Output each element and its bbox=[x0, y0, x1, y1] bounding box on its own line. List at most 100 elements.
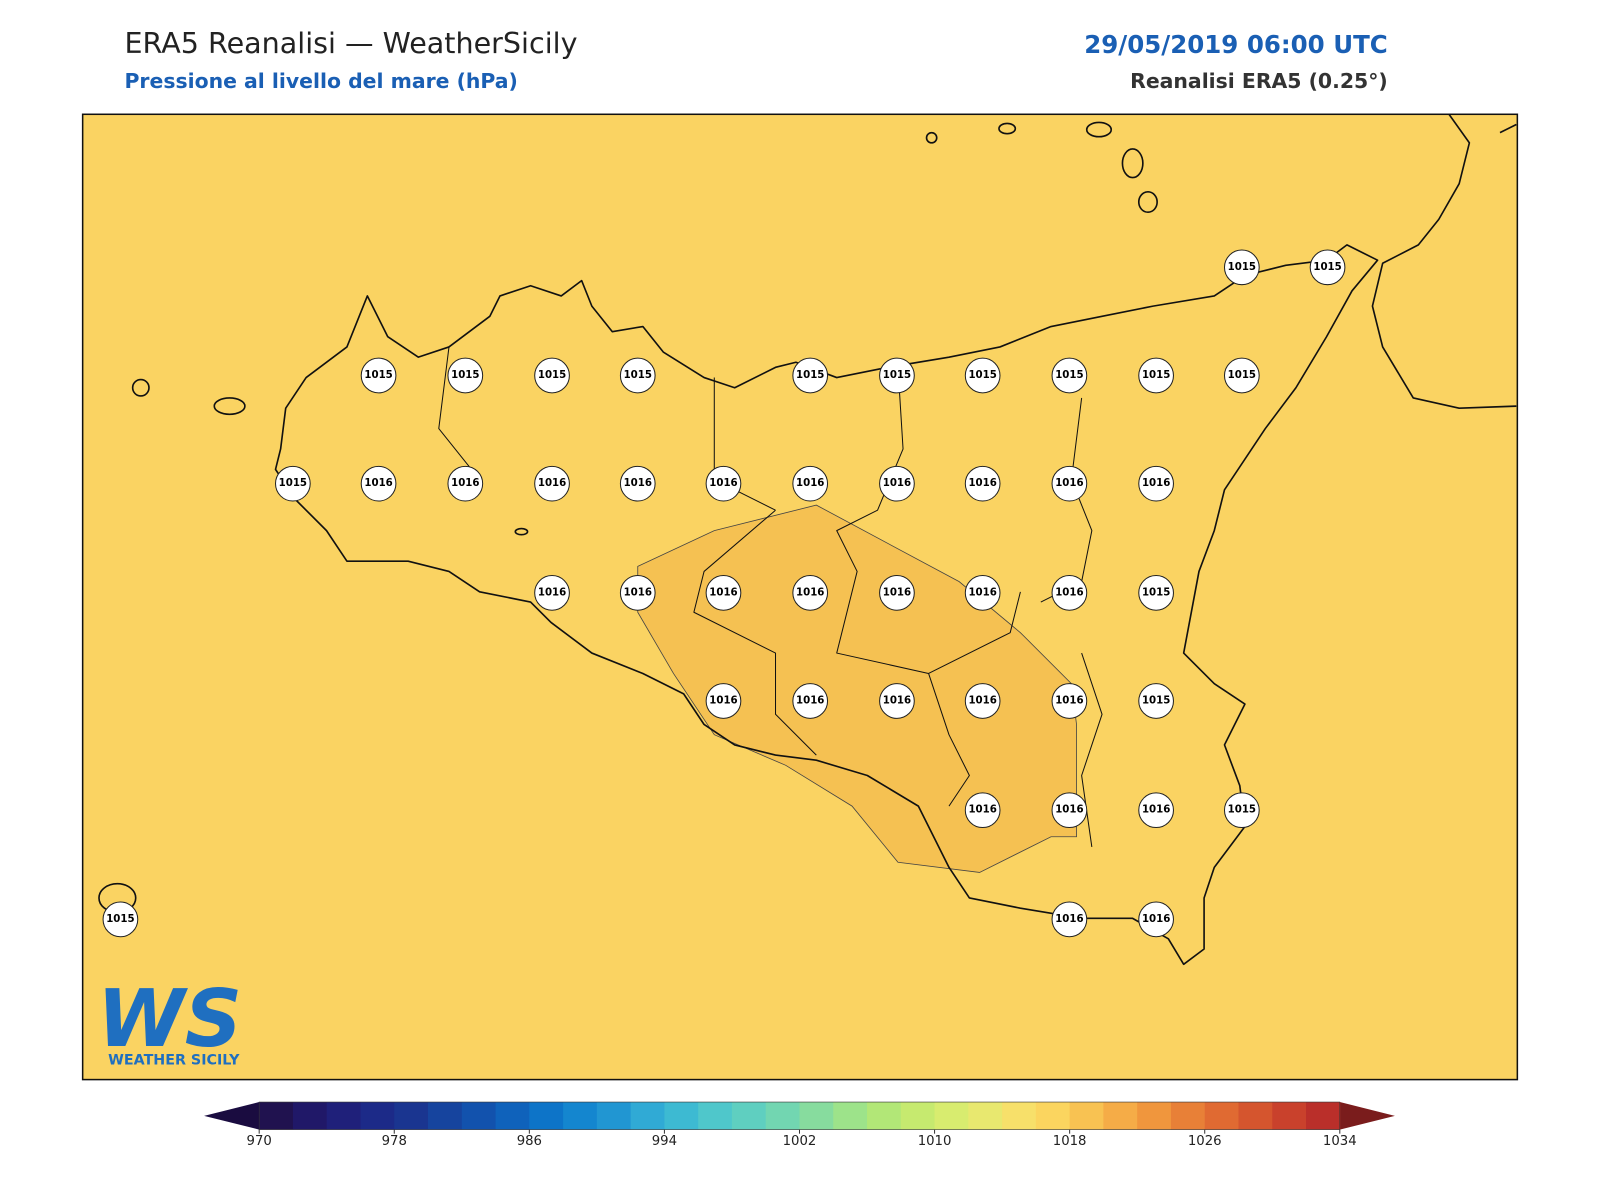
station-label: 1016 bbox=[1142, 805, 1170, 816]
station-label: 1015 bbox=[968, 370, 996, 381]
station-marker bbox=[360, 465, 397, 502]
station-label: 1016 bbox=[364, 478, 392, 489]
station-marker bbox=[1138, 792, 1174, 829]
station-label: 1015 bbox=[1142, 587, 1170, 598]
colorbar-tick-label: 1026 bbox=[1188, 1134, 1222, 1149]
station-marker bbox=[705, 575, 742, 611]
colorbar-cell bbox=[731, 1102, 767, 1130]
islands bbox=[98, 121, 1158, 914]
colorbar-cell bbox=[630, 1102, 665, 1130]
station-marker bbox=[360, 357, 397, 394]
station-label: 1015 bbox=[1313, 262, 1341, 273]
station-marker bbox=[1309, 249, 1346, 286]
station-label: 1016 bbox=[796, 587, 824, 598]
station-marker bbox=[879, 357, 915, 394]
station-label: 1016 bbox=[1055, 587, 1083, 598]
colorbar-tick-label: 994 bbox=[652, 1134, 677, 1149]
station-marker bbox=[964, 465, 1001, 502]
station-label: 1016 bbox=[624, 478, 652, 489]
station-label: 1015 bbox=[1142, 696, 1170, 707]
colorbar-cell bbox=[360, 1102, 395, 1130]
colorbar-cell bbox=[867, 1102, 902, 1130]
station-marker bbox=[534, 575, 570, 611]
colorbar-cell bbox=[900, 1102, 936, 1130]
colorbar-cell bbox=[596, 1102, 632, 1130]
station-marker bbox=[1138, 901, 1174, 938]
station-marker bbox=[705, 465, 742, 502]
colorbar-tick-label: 970 bbox=[247, 1134, 272, 1149]
station-label: 1016 bbox=[451, 478, 479, 489]
station-label: 1016 bbox=[1055, 696, 1083, 707]
station-label: 1015 bbox=[796, 370, 824, 381]
station-label: 1016 bbox=[538, 478, 566, 489]
colorbar-cell bbox=[934, 1102, 969, 1130]
station-marker bbox=[792, 465, 829, 502]
colorbar-cell bbox=[259, 1102, 294, 1130]
colorbar-cell bbox=[1035, 1102, 1071, 1130]
colorbar-cell bbox=[461, 1102, 497, 1130]
station-label: 1015 bbox=[364, 370, 392, 381]
station-marker bbox=[792, 357, 829, 394]
station-marker bbox=[964, 683, 1001, 719]
station-marker bbox=[619, 357, 656, 394]
colorbar-under bbox=[204, 1102, 260, 1130]
station-marker bbox=[275, 465, 311, 502]
logo: WS WEATHER SICILY bbox=[97, 972, 242, 1068]
stations: 1015 1015 1015 1015 1015 1015 1015 1015 1015 1015… bbox=[102, 249, 1346, 938]
colorbar-cell bbox=[1137, 1102, 1172, 1130]
colorbar-cell bbox=[326, 1102, 362, 1130]
colorbar-cell bbox=[698, 1102, 733, 1130]
colorbar-cell bbox=[1272, 1102, 1307, 1130]
station-label: 1016 bbox=[1055, 805, 1083, 816]
colorbar-tick-label: 1018 bbox=[1053, 1134, 1087, 1149]
station-label: 1016 bbox=[624, 587, 652, 598]
station-marker bbox=[1051, 901, 1088, 938]
station-marker bbox=[1051, 575, 1088, 611]
station-marker bbox=[534, 465, 570, 502]
station-label: 1016 bbox=[709, 587, 737, 598]
station-label: 1016 bbox=[1142, 914, 1170, 925]
station-marker bbox=[964, 575, 1001, 611]
logo-mark: WS bbox=[97, 972, 242, 1065]
station-marker bbox=[1223, 357, 1260, 394]
colorbar-tick-label: 978 bbox=[382, 1134, 407, 1149]
station-marker bbox=[792, 683, 829, 719]
station-marker bbox=[1223, 792, 1260, 829]
station-marker bbox=[1138, 683, 1174, 719]
station-label: 1015 bbox=[106, 914, 134, 925]
station-label: 1015 bbox=[1228, 805, 1256, 816]
station-marker bbox=[964, 357, 1001, 394]
sicily-coast bbox=[274, 244, 1379, 966]
station-label: 1016 bbox=[709, 696, 737, 707]
station-label: 1016 bbox=[538, 587, 566, 598]
station-marker bbox=[534, 357, 570, 394]
source: Reanalisi ERA5 (0.25°) bbox=[1130, 69, 1388, 93]
colorbar: 970 978 986 994 1002 1010 1018 1026 1034 bbox=[204, 1101, 1395, 1149]
colorbar-cell bbox=[1306, 1102, 1341, 1130]
station-marker bbox=[1051, 683, 1088, 719]
station-marker bbox=[705, 683, 742, 719]
station-label: 1015 bbox=[538, 370, 566, 381]
station-label: 1016 bbox=[883, 696, 911, 707]
station-marker bbox=[879, 683, 915, 719]
station-marker bbox=[1051, 465, 1088, 502]
station-label: 1015 bbox=[883, 370, 911, 381]
colorbar-cell bbox=[833, 1102, 868, 1130]
colorbar-cell bbox=[1238, 1102, 1273, 1130]
station-label: 1016 bbox=[1142, 478, 1170, 489]
station-marker bbox=[1223, 249, 1260, 286]
station-label: 1015 bbox=[1228, 370, 1256, 381]
station-marker bbox=[619, 465, 656, 502]
colorbar-cell bbox=[563, 1102, 598, 1130]
station-marker bbox=[879, 465, 915, 502]
title: ERA5 Reanalisi — WeatherSicily bbox=[124, 26, 577, 60]
colorbar-cell bbox=[968, 1102, 1003, 1130]
map: 1015 1015 1015 1015 1015 1015 1015 1015 1015 1015… bbox=[81, 113, 1519, 1081]
station-marker bbox=[1138, 575, 1174, 611]
station-marker bbox=[879, 575, 915, 611]
colorbar-cell bbox=[1170, 1102, 1206, 1130]
station-label: 1015 bbox=[451, 370, 479, 381]
station-label: 1015 bbox=[1055, 370, 1083, 381]
colorbar-over bbox=[1339, 1102, 1395, 1130]
station-marker bbox=[102, 901, 139, 938]
